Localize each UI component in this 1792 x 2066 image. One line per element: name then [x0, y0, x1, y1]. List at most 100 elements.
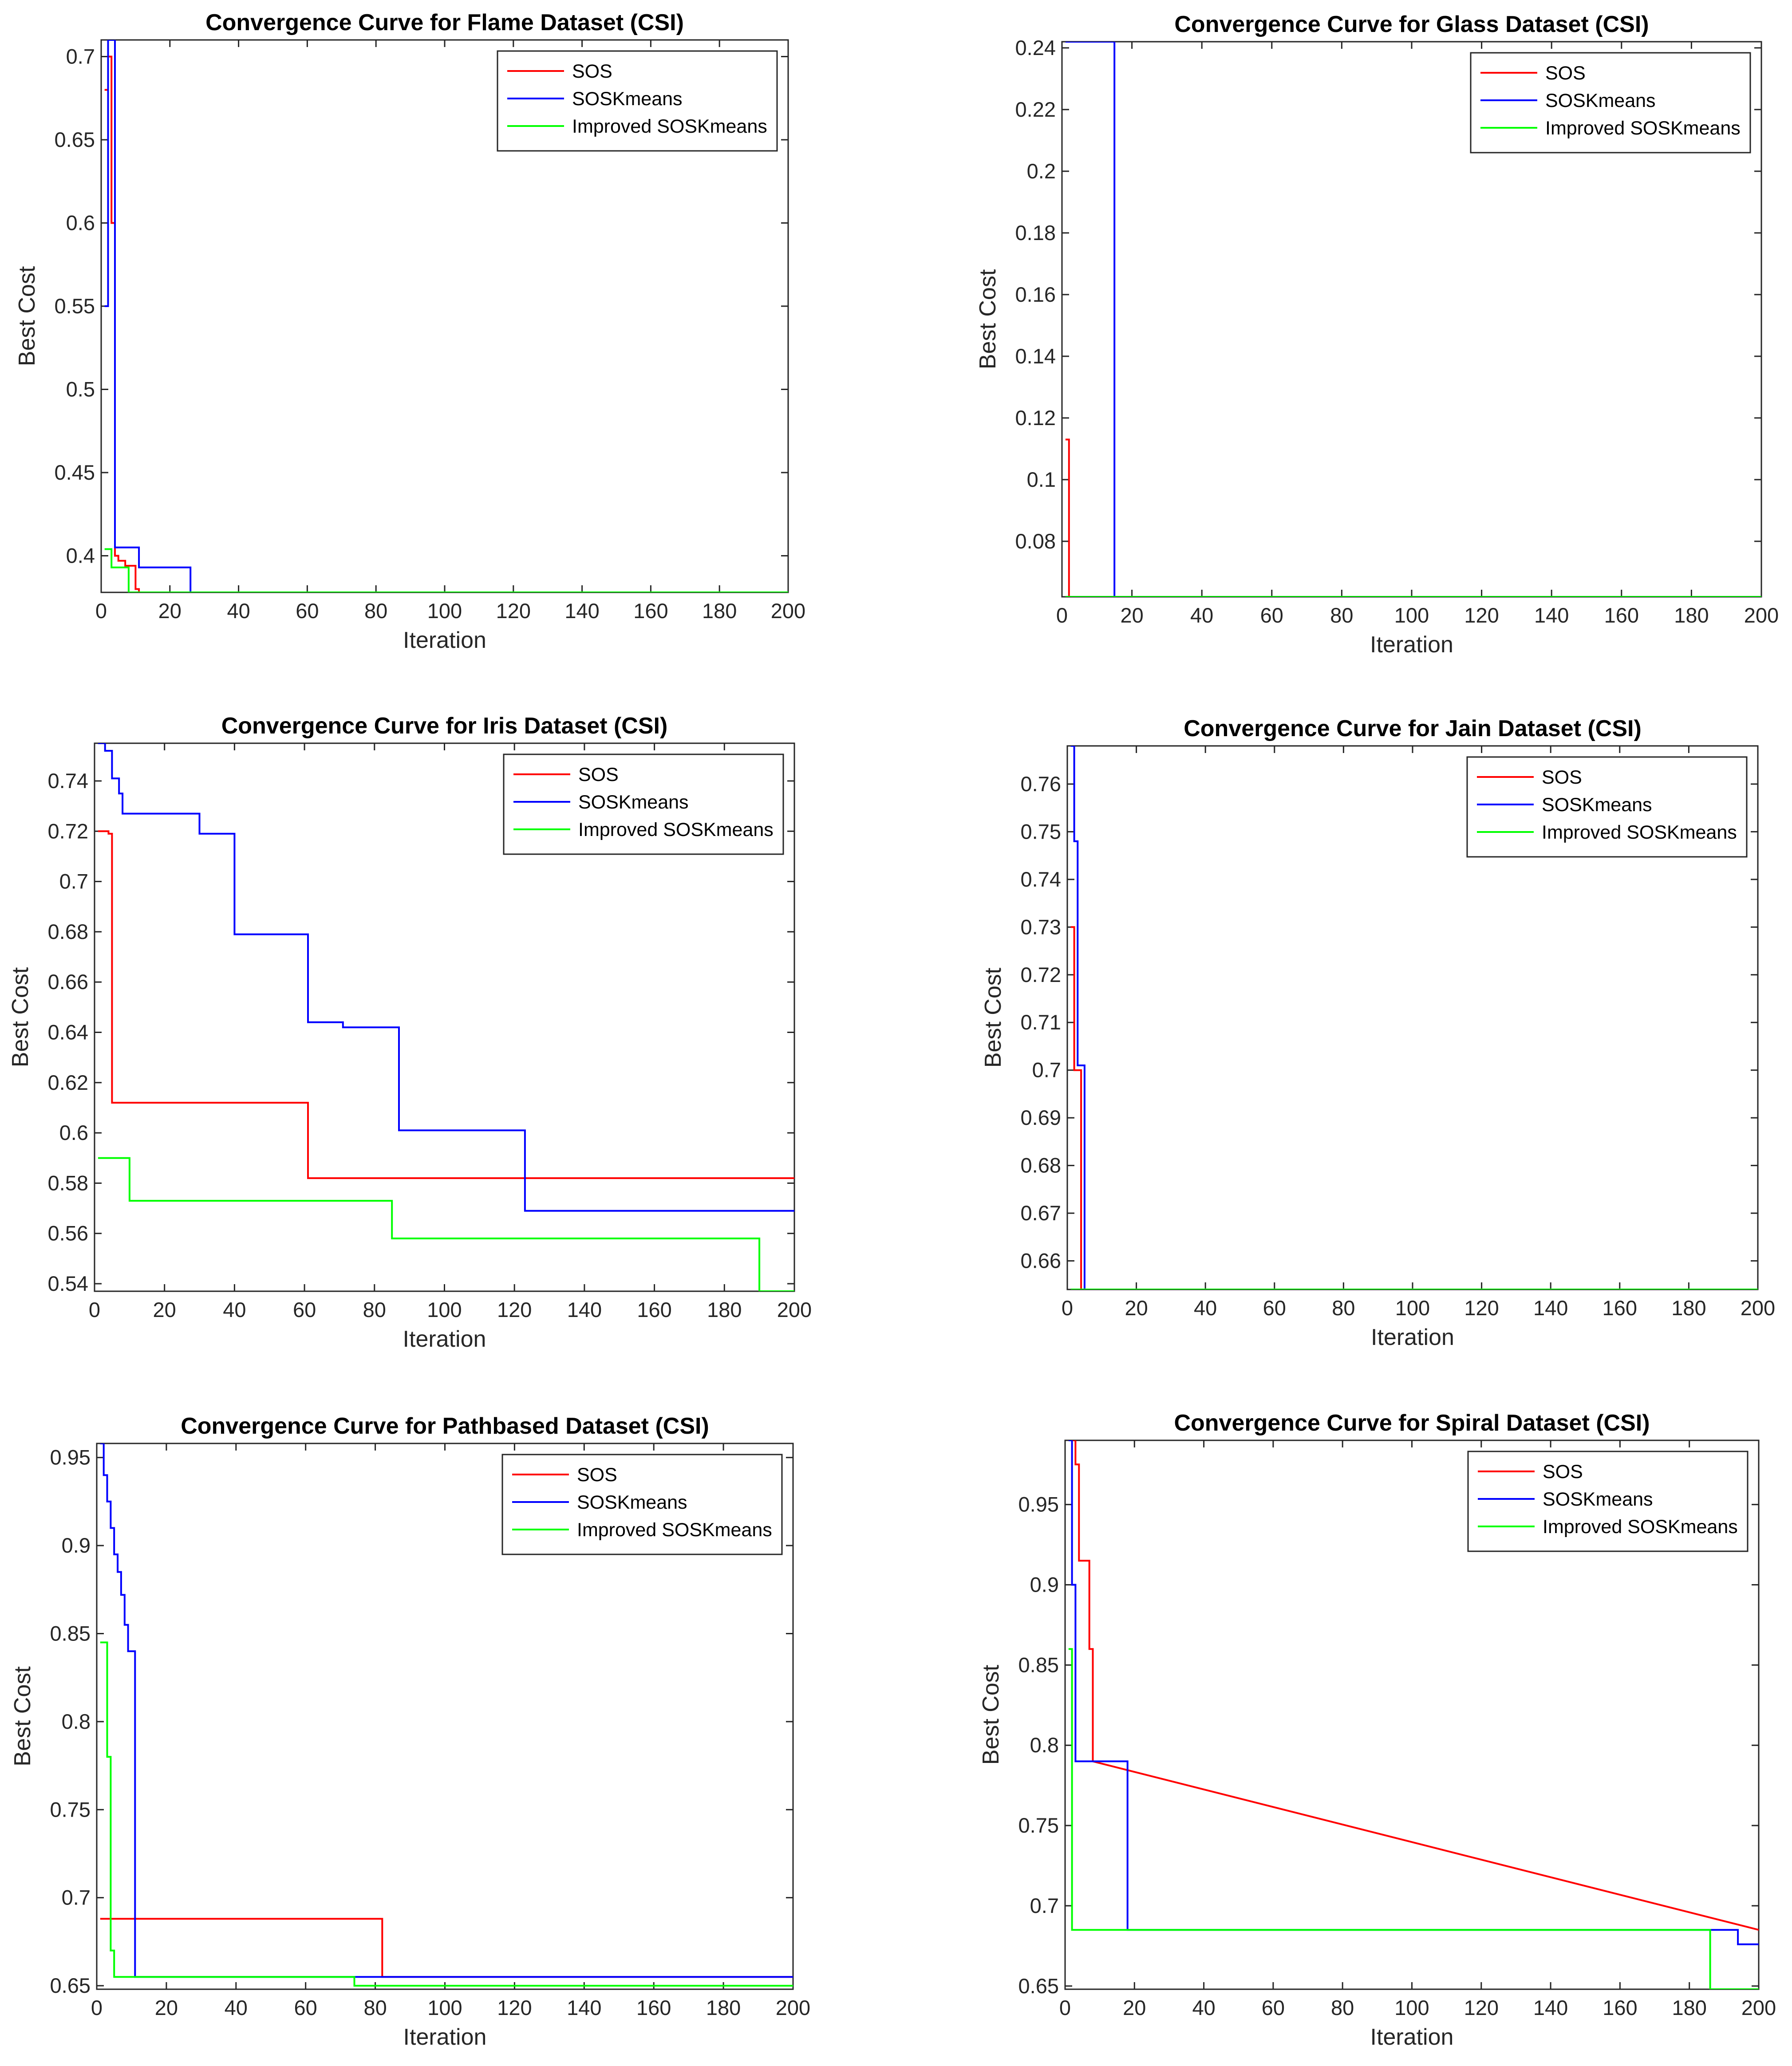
y-tick-label: 0.62	[48, 1071, 88, 1094]
y-tick-label: 0.95	[50, 1446, 91, 1469]
x-tick-label: 40	[225, 1996, 248, 2019]
legend-entry: SOSKmeans	[1542, 794, 1652, 816]
y-tick-label: 0.5	[66, 378, 95, 401]
chart-title: Convergence Curve for Iris Dataset (CSI)	[221, 713, 668, 739]
legend: SOS SOSKmeans Improved SOSKmeans	[503, 753, 784, 855]
x-tick-label: 60	[1260, 603, 1283, 627]
series-line	[1070, 746, 1758, 1289]
x-axis-label: Iteration	[1370, 2024, 1454, 2050]
x-axis-label: Iteration	[403, 2024, 487, 2050]
y-tick-label: 0.75	[1021, 820, 1061, 843]
x-tick-label: 180	[1674, 603, 1709, 627]
series-group	[1070, 746, 1758, 1289]
x-tick-label: 20	[158, 599, 182, 623]
x-tick-label: 140	[567, 1996, 601, 2019]
legend-box	[1470, 52, 1751, 154]
y-axis-label: Best Cost	[10, 1666, 36, 1766]
x-tick-label: 200	[771, 599, 805, 623]
x-tick-label: 140	[1534, 603, 1569, 627]
y-axis-label: Best Cost	[8, 967, 33, 1067]
y-tick-label: 0.6	[66, 211, 95, 235]
x-tick-label: 180	[706, 1996, 741, 2019]
series-line	[1068, 1440, 1759, 1931]
y-tick-label: 0.12	[1015, 406, 1056, 430]
legend: SOS SOSKmeans Improved SOSKmeans	[501, 1454, 783, 1555]
x-tick-label: 120	[1464, 1996, 1499, 2019]
legend-entry: Improved SOSKmeans	[1542, 822, 1737, 843]
y-tick-label: 0.67	[1021, 1201, 1061, 1225]
series-line	[100, 1641, 793, 1987]
legend-entry: SOS	[1543, 1461, 1583, 1482]
series-line	[1068, 1440, 1759, 1945]
legend-entry: SOS	[1545, 63, 1586, 84]
x-tick-label: 120	[496, 599, 531, 623]
legend-entry: Improved SOSKmeans	[578, 819, 774, 840]
x-tick-label: 120	[1464, 603, 1499, 627]
x-tick-label: 60	[294, 1996, 317, 2019]
series-line	[1068, 1648, 1759, 1989]
legend-entry: SOS	[1542, 767, 1582, 788]
y-tick-label: 0.6	[59, 1121, 88, 1144]
x-axis-label: Iteration	[403, 627, 486, 653]
chart-title: Convergence Curve for Jain Dataset (CSI)	[1184, 716, 1642, 741]
x-tick-label: 0	[91, 1996, 103, 2019]
x-tick-label: 20	[1120, 603, 1143, 627]
x-tick-label: 200	[1741, 1996, 1776, 2019]
chart-panel: 0 20 40 60 80 100 120 140 160 180 200 0.66 0.67 0.68 0…	[980, 716, 1775, 1350]
y-tick-label: 0.64	[48, 1020, 88, 1044]
legend-box	[1467, 1451, 1749, 1552]
y-tick-label: 0.8	[1030, 1733, 1059, 1757]
x-axis-label: Iteration	[403, 1326, 486, 1352]
y-tick-label: 0.71	[1021, 1010, 1061, 1034]
x-tick-label: 120	[497, 1996, 532, 2019]
x-tick-label: 180	[702, 599, 737, 623]
x-tick-label: 80	[1330, 603, 1353, 627]
legend-entry: SOSKmeans	[1543, 1489, 1653, 1510]
x-tick-label: 200	[777, 1298, 812, 1321]
x-tick-label: 40	[227, 599, 250, 623]
series-group	[104, 40, 788, 592]
y-tick-label: 0.66	[48, 970, 88, 994]
x-tick-label: 0	[89, 1298, 100, 1321]
legend-box	[497, 50, 778, 152]
y-tick-label: 0.54	[48, 1272, 88, 1295]
y-tick-label: 0.1	[1027, 468, 1056, 491]
x-tick-label: 0	[95, 599, 107, 623]
x-tick-label: 140	[1533, 1996, 1568, 2019]
legend-entry: Improved SOSKmeans	[1543, 1516, 1738, 1538]
series-line	[104, 40, 788, 592]
x-tick-label: 160	[1604, 603, 1639, 627]
y-tick-label: 0.2	[1027, 159, 1056, 183]
x-tick-label: 100	[427, 599, 462, 623]
legend-entry: SOS	[578, 764, 619, 785]
x-tick-label: 160	[1603, 1996, 1637, 2019]
legend-entry: SOS	[577, 1464, 617, 1486]
y-tick-label: 0.56	[48, 1222, 88, 1245]
x-tick-label: 60	[293, 1298, 316, 1321]
chart-panel: 0 20 40 60 80 100 120 140 160 180 200 0.54 0.56 0.58 0…	[8, 713, 812, 1352]
y-tick-label: 0.65	[50, 1974, 91, 1997]
y-tick-label: 0.75	[50, 1798, 91, 1821]
legend-entry: Improved SOSKmeans	[1545, 118, 1741, 139]
y-tick-label: 0.72	[48, 819, 88, 843]
y-tick-label: 0.74	[48, 769, 88, 792]
y-tick-label: 0.69	[1021, 1106, 1061, 1129]
y-tick-label: 0.24	[1015, 36, 1056, 59]
series-line	[1065, 438, 1761, 597]
y-tick-label: 0.7	[66, 45, 95, 68]
x-tick-label: 20	[153, 1298, 176, 1321]
y-tick-label: 0.7	[59, 870, 88, 893]
y-tick-label: 0.85	[1018, 1653, 1059, 1676]
x-tick-label: 80	[363, 1996, 387, 2019]
y-tick-label: 0.73	[1021, 915, 1061, 938]
y-tick-label: 0.74	[1021, 867, 1061, 891]
x-tick-label: 100	[1395, 1296, 1430, 1320]
y-tick-label: 0.75	[1018, 1814, 1059, 1837]
x-tick-label: 200	[1744, 603, 1779, 627]
y-tick-label: 0.68	[48, 920, 88, 943]
x-tick-label: 60	[296, 599, 319, 623]
x-tick-label: 100	[427, 1996, 462, 2019]
y-tick-label: 0.7	[1030, 1894, 1059, 1917]
series-line	[98, 1157, 794, 1291]
